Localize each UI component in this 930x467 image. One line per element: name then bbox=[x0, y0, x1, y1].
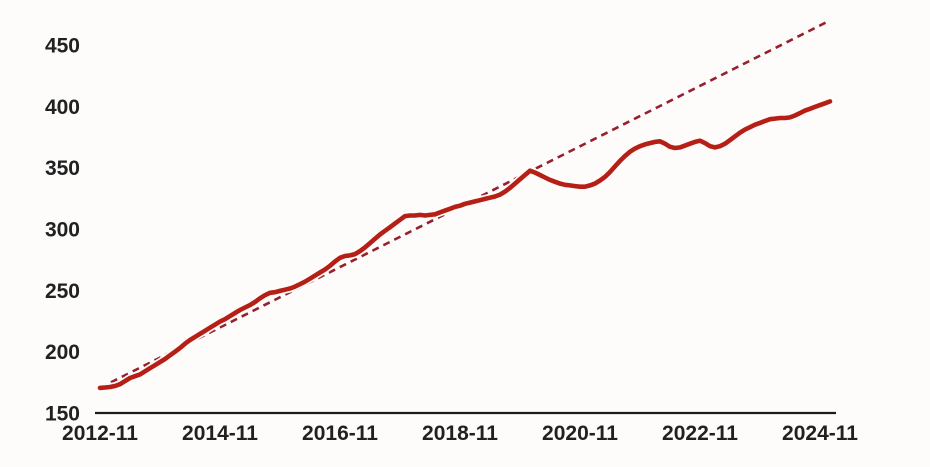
y-tick-label: 350 bbox=[45, 157, 80, 180]
x-tick-label: 2016-11 bbox=[302, 422, 378, 445]
y-tick-label: 200 bbox=[45, 341, 80, 364]
y-tick-label: 450 bbox=[45, 34, 80, 57]
y-tick-label: 400 bbox=[45, 96, 80, 119]
x-tick-label: 2020-11 bbox=[542, 422, 618, 445]
y-tick-label: 300 bbox=[45, 218, 80, 241]
x-tick-label: 2024-11 bbox=[782, 422, 858, 445]
series-solid-line bbox=[97, 99, 833, 391]
x-tick-label: 2018-11 bbox=[422, 422, 498, 445]
y-tick-label: 150 bbox=[45, 403, 80, 426]
x-tick-label: 2014-11 bbox=[182, 422, 258, 445]
x-tick-label: 2012-11 bbox=[62, 422, 138, 445]
y-tick-label: 250 bbox=[45, 280, 80, 303]
x-tick-label: 2022-11 bbox=[662, 422, 738, 445]
